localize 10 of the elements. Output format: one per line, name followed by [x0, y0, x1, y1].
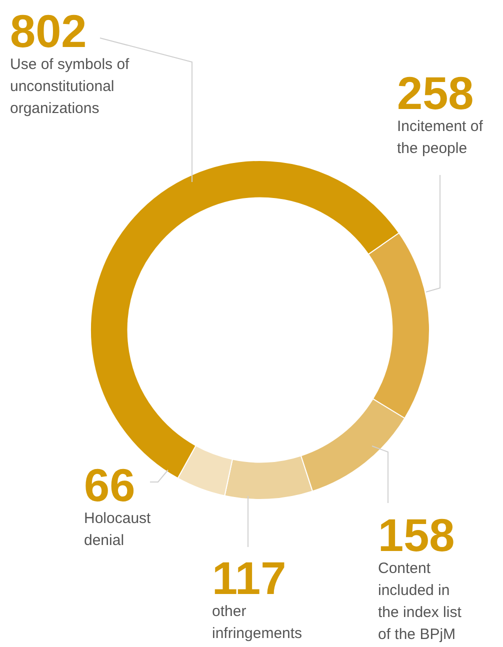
slice-label: other infringements — [212, 602, 304, 644]
slice-label: Use of symbols of unconstitutional organizations — [10, 55, 130, 119]
data-label: 802 — [10, 5, 88, 57]
data-label: 258 — [397, 67, 475, 119]
slice-label: Holocaust denial — [84, 509, 152, 551]
slice-label: Content included in the index list of the BPjM — [378, 559, 462, 645]
data-label: 117 — [212, 552, 288, 604]
data-label: 66 — [84, 459, 136, 511]
slice-label: Incitement of the people — [397, 117, 484, 159]
data-label: 158 — [378, 509, 456, 561]
